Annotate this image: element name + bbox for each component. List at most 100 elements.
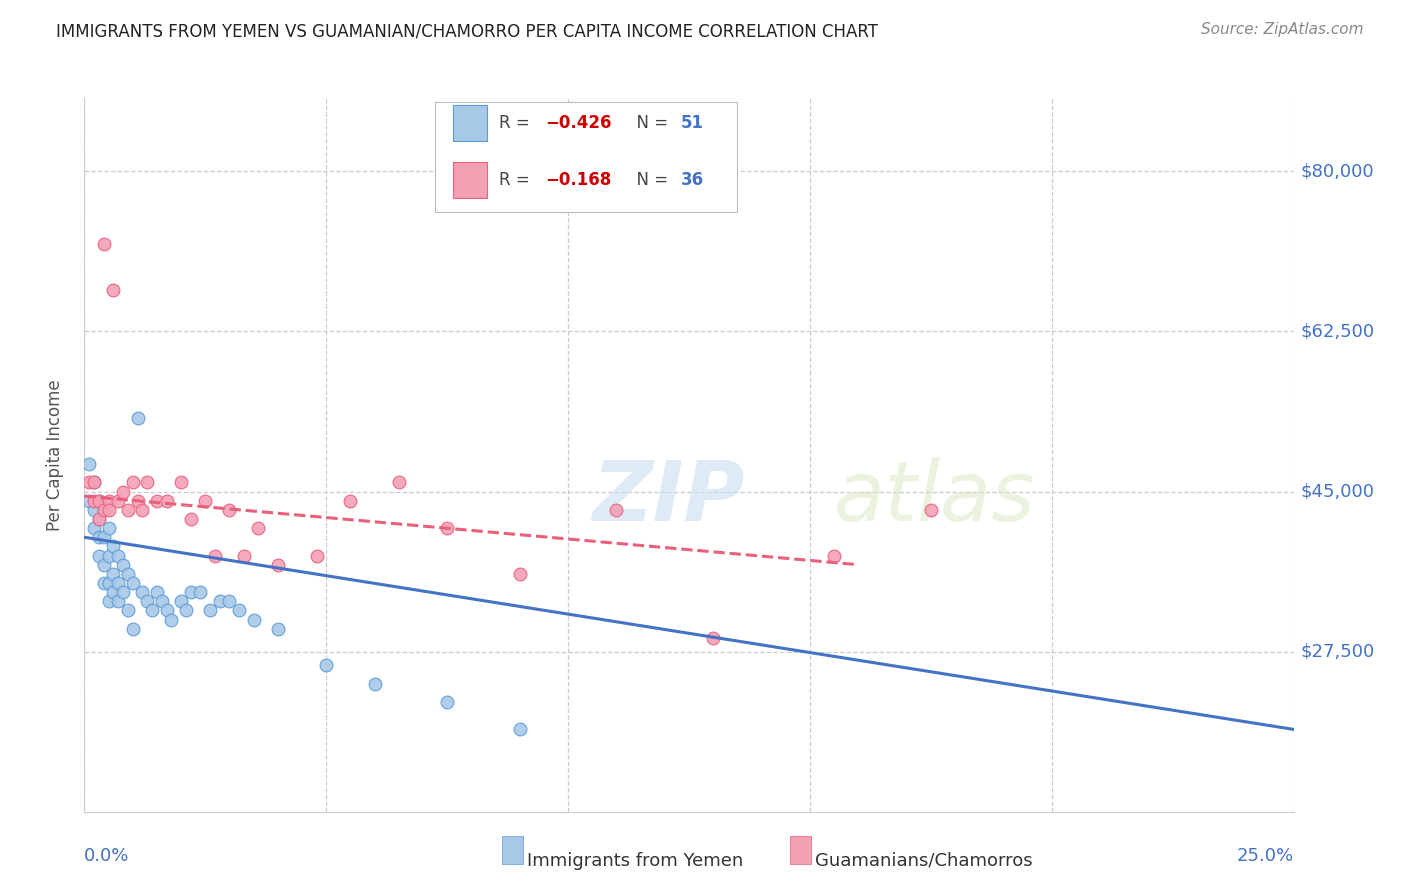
Point — [121, 576, 143, 591]
Point — [218, 594, 240, 608]
Point — [180, 585, 202, 599]
Point — [146, 493, 169, 508]
Point — [83, 503, 105, 517]
Point — [155, 493, 177, 508]
Point — [155, 603, 177, 617]
Text: −0.168: −0.168 — [546, 171, 612, 189]
Point — [83, 475, 105, 490]
Point — [388, 475, 411, 490]
Point — [93, 237, 115, 252]
Point — [77, 493, 100, 508]
Point — [267, 558, 290, 572]
Point — [194, 493, 217, 508]
Text: −0.426: −0.426 — [546, 114, 612, 132]
Text: ZIP: ZIP — [592, 458, 745, 538]
Text: Source: ZipAtlas.com: Source: ZipAtlas.com — [1201, 22, 1364, 37]
Text: 51: 51 — [681, 114, 703, 132]
Point — [247, 521, 270, 535]
Text: $27,500: $27,500 — [1301, 642, 1375, 661]
Point — [87, 530, 110, 544]
Point — [112, 585, 135, 599]
Point — [141, 603, 163, 617]
Point — [117, 566, 139, 581]
Point — [87, 512, 110, 526]
Point — [228, 603, 250, 617]
Point — [131, 585, 153, 599]
Point — [131, 503, 153, 517]
Text: 0.0%: 0.0% — [84, 847, 129, 865]
Point — [93, 576, 115, 591]
Point — [136, 475, 159, 490]
Point — [93, 503, 115, 517]
Point — [97, 521, 120, 535]
Point — [97, 594, 120, 608]
Point — [117, 603, 139, 617]
Point — [208, 594, 231, 608]
Point — [107, 549, 129, 563]
Point — [180, 512, 202, 526]
Point — [97, 503, 120, 517]
Point — [93, 558, 115, 572]
Point — [103, 585, 125, 599]
Point — [83, 493, 105, 508]
Point — [97, 493, 120, 508]
FancyBboxPatch shape — [434, 102, 737, 212]
Point — [107, 576, 129, 591]
Point — [87, 549, 110, 563]
Point — [127, 411, 149, 425]
Point — [83, 521, 105, 535]
Point — [509, 566, 531, 581]
Point — [233, 549, 256, 563]
FancyBboxPatch shape — [453, 105, 486, 141]
Point — [190, 585, 212, 599]
Text: 25.0%: 25.0% — [1236, 847, 1294, 865]
Point — [112, 484, 135, 499]
Point — [121, 622, 143, 636]
Point — [97, 549, 120, 563]
Text: N =: N = — [626, 114, 673, 132]
Text: $45,000: $45,000 — [1301, 483, 1375, 500]
Point — [218, 503, 240, 517]
Point — [823, 549, 845, 563]
Point — [87, 493, 110, 508]
Point — [339, 493, 361, 508]
Text: R =: R = — [499, 171, 536, 189]
Point — [436, 695, 458, 709]
Point — [121, 475, 143, 490]
Point — [103, 540, 125, 554]
Point — [112, 558, 135, 572]
Text: Immigrants from Yemen: Immigrants from Yemen — [527, 852, 744, 870]
Text: N =: N = — [626, 171, 673, 189]
Point — [174, 603, 197, 617]
Point — [107, 493, 129, 508]
Text: 36: 36 — [681, 171, 703, 189]
Point — [103, 283, 125, 297]
Point — [127, 493, 149, 508]
Point — [920, 503, 942, 517]
Point — [267, 622, 290, 636]
Point — [103, 566, 125, 581]
Point — [702, 631, 724, 645]
Point — [150, 594, 173, 608]
Point — [77, 457, 100, 471]
Text: atlas: atlas — [834, 458, 1036, 538]
Point — [146, 585, 169, 599]
Point — [93, 503, 115, 517]
Point — [170, 475, 193, 490]
FancyBboxPatch shape — [453, 162, 486, 198]
Y-axis label: Per Capita Income: Per Capita Income — [45, 379, 63, 531]
Point — [170, 594, 193, 608]
Point — [204, 549, 226, 563]
Point — [117, 503, 139, 517]
Point — [242, 613, 264, 627]
Point — [97, 576, 120, 591]
Point — [87, 512, 110, 526]
Text: $80,000: $80,000 — [1301, 162, 1374, 180]
Text: Guamanians/Chamorros: Guamanians/Chamorros — [815, 852, 1033, 870]
Point — [315, 658, 337, 673]
Point — [77, 475, 100, 490]
Point — [83, 475, 105, 490]
Point — [363, 676, 385, 690]
Point — [605, 503, 627, 517]
Point — [136, 594, 159, 608]
